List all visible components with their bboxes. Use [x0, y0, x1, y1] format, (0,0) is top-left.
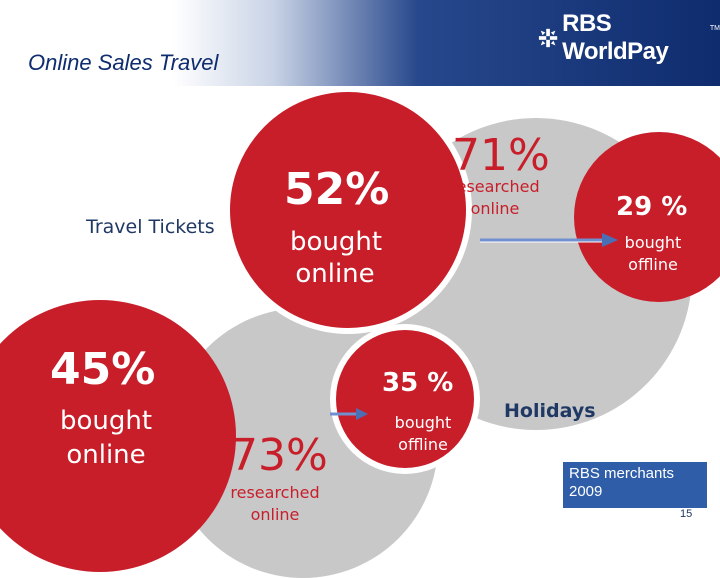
holidays-bought-offline-label: bought offline — [624, 233, 682, 274]
tickets-bought-online-circle — [230, 92, 466, 328]
holidays-bought-online-label: bought online — [60, 406, 153, 470]
header-banner — [0, 0, 720, 88]
holidays-bought-online-pct: 45% — [50, 344, 156, 395]
travel-tickets-label: Travel Tickets — [86, 216, 215, 238]
tickets-bought-online-pct: 52% — [284, 164, 390, 215]
tickets-bought-offline-circle — [336, 330, 474, 468]
holidays-bought-offline-pct: 29 % — [616, 192, 688, 222]
rbs-worldpay-logo: RBS WorldPay TM — [538, 10, 720, 65]
tickets-bought-online-label: bought online — [290, 227, 383, 289]
holidays-offline-arrow-icon — [480, 233, 618, 247]
holidays-bought-offline-circle — [574, 132, 720, 302]
logo-tm: TM — [709, 24, 720, 32]
tickets-offline-arrow-icon — [330, 408, 368, 420]
page-number: 15 — [680, 508, 693, 520]
slide-title: Online Sales Travel — [28, 50, 219, 75]
tickets-bought-offline-pct: 35 % — [382, 368, 454, 398]
tickets-researched-online-pct: 73% — [230, 430, 328, 481]
holidays-researched-online-pct: 71% — [452, 130, 550, 181]
daisy-wheel-icon — [538, 28, 558, 48]
source-note-box: RBS merchants 2009 — [563, 462, 707, 508]
tickets-bought-offline-label: bought offline — [394, 413, 452, 454]
tickets-researched-online-label: researched online — [230, 483, 320, 524]
logo-text: RBS WorldPay — [562, 10, 669, 65]
holidays-bought-online-circle — [0, 300, 236, 572]
holidays-researched-online-label: researched online — [450, 177, 540, 218]
holidays-label: Holidays — [504, 400, 596, 422]
